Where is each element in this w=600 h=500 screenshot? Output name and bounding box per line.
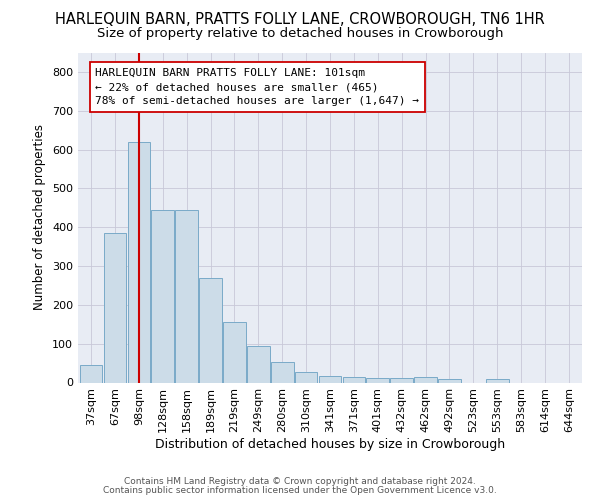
Bar bbox=[414, 376, 437, 382]
Text: Contains public sector information licensed under the Open Government Licence v3: Contains public sector information licen… bbox=[103, 486, 497, 495]
Bar bbox=[343, 376, 365, 382]
Y-axis label: Number of detached properties: Number of detached properties bbox=[34, 124, 46, 310]
Bar bbox=[80, 365, 103, 382]
Bar bbox=[319, 376, 341, 382]
X-axis label: Distribution of detached houses by size in Crowborough: Distribution of detached houses by size … bbox=[155, 438, 505, 451]
Bar bbox=[391, 378, 413, 382]
Bar bbox=[104, 233, 127, 382]
Bar bbox=[438, 380, 461, 382]
Text: HARLEQUIN BARN, PRATTS FOLLY LANE, CROWBOROUGH, TN6 1HR: HARLEQUIN BARN, PRATTS FOLLY LANE, CROWB… bbox=[55, 12, 545, 28]
Bar bbox=[295, 372, 317, 382]
Bar bbox=[199, 278, 222, 382]
Text: Contains HM Land Registry data © Crown copyright and database right 2024.: Contains HM Land Registry data © Crown c… bbox=[124, 477, 476, 486]
Bar bbox=[128, 142, 150, 382]
Bar bbox=[175, 210, 198, 382]
Bar bbox=[247, 346, 269, 383]
Text: Size of property relative to detached houses in Crowborough: Size of property relative to detached ho… bbox=[97, 28, 503, 40]
Text: HARLEQUIN BARN PRATTS FOLLY LANE: 101sqm
← 22% of detached houses are smaller (4: HARLEQUIN BARN PRATTS FOLLY LANE: 101sqm… bbox=[95, 68, 419, 106]
Bar bbox=[486, 380, 509, 382]
Bar bbox=[271, 362, 293, 382]
Bar bbox=[223, 322, 246, 382]
Bar bbox=[151, 210, 174, 382]
Bar bbox=[367, 378, 389, 382]
